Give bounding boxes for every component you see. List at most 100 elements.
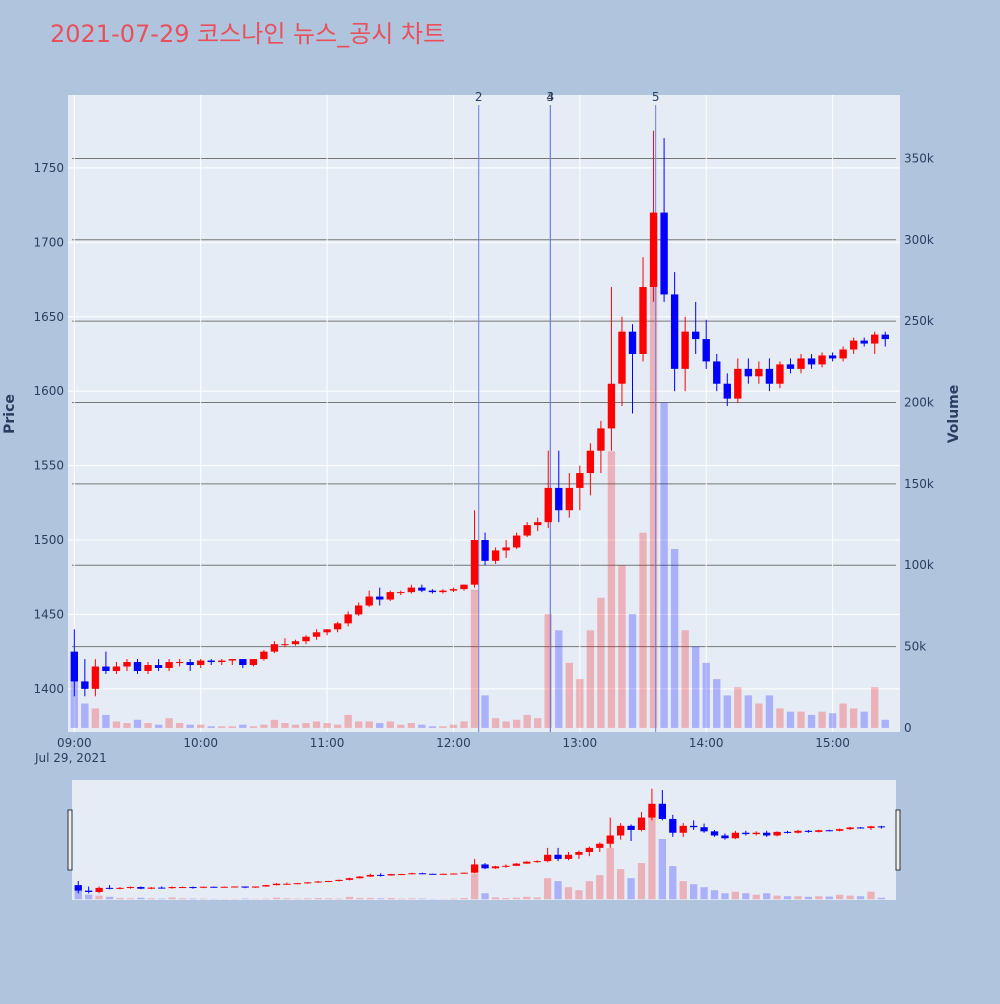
y2-tick-label: 100k: [904, 558, 934, 572]
event-label: 2: [475, 90, 483, 104]
slider-volume-bar: [534, 897, 541, 899]
candle-body: [176, 662, 183, 663]
x-tick-label: 11:00: [310, 736, 345, 750]
x-tick-label: 12:00: [436, 736, 471, 750]
slider-candle-body: [168, 887, 175, 888]
slider-volume-bar: [680, 881, 687, 899]
volume-bar: [102, 715, 109, 728]
x-tick-label: 13:00: [563, 736, 598, 750]
slider-candle-body: [700, 827, 707, 831]
slider-volume-bar: [461, 898, 468, 899]
candle-body: [481, 540, 488, 561]
slider-candle-body: [419, 873, 426, 874]
volume-bar: [724, 695, 731, 728]
volume-bar: [671, 549, 678, 728]
volume-bar: [608, 451, 615, 728]
y-tick-label: 1550: [33, 459, 64, 473]
candle-body: [839, 350, 846, 359]
slider-candle-body: [200, 887, 207, 888]
slider-candle-body: [221, 887, 228, 888]
slider-volume-bar: [565, 887, 572, 899]
slider-volume-bar: [398, 899, 405, 900]
candle-body: [587, 451, 594, 473]
y2-tick-label: 150k: [904, 477, 934, 491]
slider-candle-body: [398, 874, 405, 875]
volume-bar: [492, 718, 499, 728]
slider-candle-body: [262, 885, 269, 886]
slider-volume-bar: [554, 881, 561, 899]
slider-candle-body: [867, 826, 874, 828]
slider-candle-body: [273, 884, 280, 885]
volume-bar: [113, 721, 120, 728]
slider-volume-bar: [711, 890, 718, 899]
volume-bar: [513, 720, 520, 728]
volume-bar: [408, 723, 415, 728]
slider-volume-bar: [419, 899, 426, 900]
volume-bar: [745, 695, 752, 728]
volume-bar: [229, 726, 236, 728]
candle-body: [492, 550, 499, 560]
slider-candle-body: [85, 891, 92, 892]
candle-body: [618, 332, 625, 384]
slider-volume-bar: [805, 897, 812, 899]
candle-body: [471, 540, 478, 585]
candle-body: [229, 659, 236, 660]
candle-body: [808, 358, 815, 364]
slider-candle-body: [294, 883, 301, 884]
slider-candle-body: [408, 873, 415, 874]
x-tick-label: 15:00: [815, 736, 850, 750]
slider-candle-body: [116, 888, 123, 889]
slider-volume-bar: [836, 895, 843, 900]
candle-body: [71, 652, 78, 682]
slider-candle-body: [440, 874, 447, 875]
slider-handle[interactable]: [896, 810, 900, 870]
slider-volume-bar: [408, 898, 415, 899]
range-slider[interactable]: [72, 780, 896, 900]
candle-body: [650, 213, 657, 287]
slider-volume-bar: [95, 896, 102, 900]
slider-volume-bar: [367, 898, 374, 899]
candle-body: [629, 332, 636, 354]
candle-body: [281, 644, 288, 645]
slider-candle-body: [231, 886, 238, 887]
candle-body: [608, 384, 615, 429]
candle-body: [239, 659, 246, 665]
volume-bar: [460, 721, 467, 728]
volume-bar: [639, 533, 646, 728]
volume-bar: [302, 723, 309, 728]
candle-body: [208, 661, 215, 662]
y-tick-label: 1750: [33, 161, 64, 175]
y2-axis-title: Volume: [946, 385, 962, 444]
candle-body: [703, 339, 710, 361]
slider-volume-bar: [189, 899, 196, 900]
slider-volume-bar: [742, 893, 749, 899]
slider-candle-body: [836, 829, 843, 831]
volume-bar: [323, 723, 330, 728]
x-tick-label: 10:00: [183, 736, 218, 750]
volume-bar: [176, 723, 183, 728]
volume-bar: [734, 687, 741, 728]
slider-candle-body: [189, 887, 196, 888]
candle-body: [502, 547, 509, 550]
slider-candle-body: [335, 880, 342, 881]
slider-candle-body: [106, 888, 113, 889]
y-tick-label: 1600: [33, 384, 64, 398]
candle-body: [681, 332, 688, 369]
candle-body: [102, 667, 109, 671]
volume-bar: [260, 725, 267, 728]
slider-volume-bar: [179, 898, 186, 899]
candle-body: [397, 592, 404, 593]
slider-volume-bar: [513, 898, 520, 900]
candle-body: [81, 681, 88, 688]
candle-body: [766, 369, 773, 384]
slider-handle[interactable]: [68, 810, 72, 870]
candle-body: [534, 522, 541, 525]
slider-candle-body: [492, 866, 499, 868]
candle-body: [460, 585, 467, 589]
slider-volume-bar: [732, 892, 739, 900]
volume-bar: [471, 590, 478, 728]
slider-volume-bar: [85, 895, 92, 900]
volume-bar: [218, 726, 225, 728]
volume-bar: [418, 725, 425, 728]
